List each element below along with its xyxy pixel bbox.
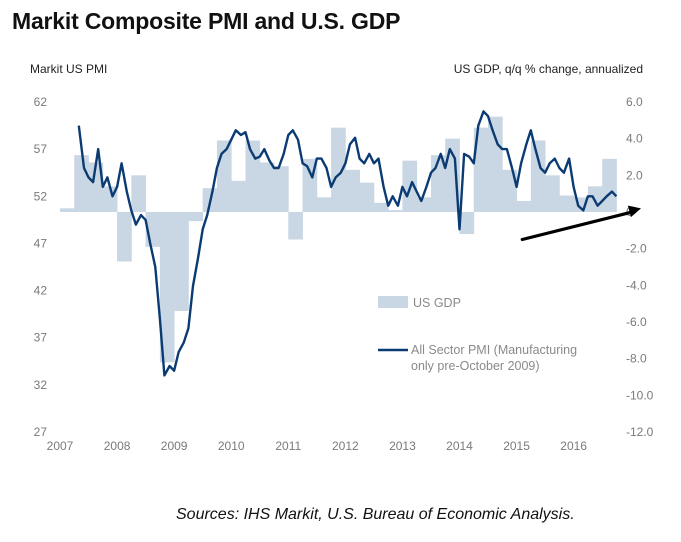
right-tick-label: -4.0 (626, 278, 647, 292)
gdp-bar (502, 169, 517, 212)
annotation-layer (520, 205, 641, 242)
x-tick-label: 2012 (332, 439, 359, 453)
right-tick-label: 2.0 (626, 168, 643, 182)
gdp-bar (488, 116, 503, 212)
chart-title: Markit Composite PMI and U.S. GDP (12, 8, 401, 34)
gdp-bar (274, 166, 289, 212)
gdp-bar (388, 210, 403, 212)
left-tick-label: 32 (34, 378, 48, 392)
right-tick-label: -2.0 (626, 242, 647, 256)
legend-label-pmi: only pre-October 2009) (411, 359, 540, 373)
gdp-bar (74, 155, 89, 212)
gdp-bar (159, 212, 175, 363)
gdp-bar (88, 162, 104, 212)
legend-label-pmi: All Sector PMI (Manufacturing (411, 343, 577, 357)
gdp-bar (345, 169, 361, 212)
left-tick-label: 62 (34, 95, 48, 109)
annotation-arrow (520, 210, 635, 242)
gdp-bar (117, 212, 132, 262)
gdp-bar (373, 202, 389, 212)
gdp-bar (530, 140, 546, 212)
gdp-bar (559, 195, 575, 212)
gdp-bar (131, 175, 147, 212)
gdp-bar (288, 212, 303, 240)
right-tick-label: -12.0 (626, 425, 654, 439)
gdp-bar (60, 208, 75, 212)
legend-label-gdp: US GDP (413, 296, 461, 310)
gdp-bar (545, 175, 560, 212)
left-tick-label: 52 (34, 189, 48, 203)
gdp-bar (231, 180, 246, 212)
left-tick-label: 47 (34, 236, 48, 250)
pmi-line (77, 110, 618, 377)
right-axis-ticks: -12.0-10.0-8.0-6.0-4.0-2.002.04.06.0 (626, 95, 654, 439)
left-tick-label: 42 (34, 284, 48, 298)
x-tick-label: 2008 (104, 439, 131, 453)
left-tick-label: 57 (34, 142, 48, 156)
gdp-bar (602, 158, 617, 212)
x-tick-label: 2015 (503, 439, 530, 453)
right-tick-label: -10.0 (626, 388, 654, 402)
x-tick-label: 2009 (161, 439, 188, 453)
left-axis-label: Markit US PMI (30, 62, 108, 76)
x-tick-label: 2016 (560, 439, 587, 453)
gdp-bar (473, 127, 489, 212)
gdp-bar (516, 201, 532, 212)
right-axis-label: US GDP, q/q % change, annualized (453, 62, 643, 76)
gdp-bar (416, 197, 432, 212)
left-axis-ticks: 27 32 37 42 47 52 57 62 (34, 95, 48, 439)
gdp-bar (259, 162, 275, 212)
left-tick-label: 27 (34, 425, 48, 439)
pmi-line-layer (77, 110, 618, 377)
gdp-bars (60, 116, 617, 363)
gdp-bar (459, 212, 475, 234)
x-tick-label: 2013 (389, 439, 416, 453)
right-tick-label: -8.0 (626, 352, 647, 366)
annotation-arrow-head (627, 205, 641, 218)
gdp-bar (331, 127, 346, 212)
gdp-bar (245, 140, 261, 212)
legend: US GDP All Sector PMI (Manufacturing only … (378, 296, 577, 373)
gdp-bar (316, 197, 332, 212)
x-tick-label: 2010 (218, 439, 245, 453)
x-axis-ticks: 2007 2008 2009 2010 2011 2012 2013 2014 2015 2016 (47, 439, 588, 453)
right-tick-label: 6.0 (626, 95, 643, 109)
gdp-bar (188, 212, 204, 222)
right-tick-label: 4.0 (626, 132, 643, 146)
x-tick-label: 2007 (47, 439, 74, 453)
x-tick-label: 2011 (275, 439, 301, 453)
x-tick-label: 2014 (446, 439, 473, 453)
gdp-bar (174, 212, 189, 311)
right-tick-label: -6.0 (626, 315, 647, 329)
gdp-bar (359, 182, 375, 212)
left-tick-label: 37 (34, 331, 48, 345)
legend-swatch-gdp (378, 296, 408, 308)
source-note: Sources: IHS Markit, U.S. Bureau of Econ… (176, 506, 575, 523)
